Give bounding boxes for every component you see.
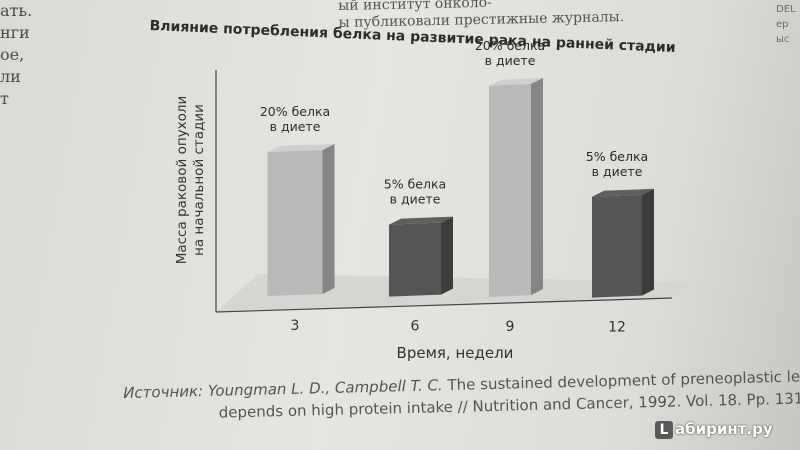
right-edge-text: DEL	[776, 4, 796, 15]
bar-side-9	[531, 77, 543, 296]
x-tick-label: 12	[608, 320, 626, 336]
x-tick-label: 6	[411, 319, 420, 335]
chart-floor-plane	[216, 274, 695, 312]
margin-fragment: нги	[0, 23, 30, 42]
bar-side-6	[441, 216, 453, 295]
bar-front-12	[592, 194, 642, 298]
margin-fragment: ое,	[0, 45, 25, 64]
margin-fragment: ли	[0, 67, 21, 86]
x-tick-label: 9	[506, 319, 515, 335]
bar-label-12: 5% белка	[586, 149, 648, 164]
x-tick-label: 3	[291, 318, 300, 334]
bar-label-9: в диете	[485, 53, 536, 68]
bar-top-9	[489, 77, 543, 86]
x-axis-line	[215, 297, 673, 313]
watermark-text: абиринт.ру	[675, 420, 773, 438]
bar-top-12	[592, 188, 654, 197]
y-axis-label: Масса раковой опухоли	[174, 96, 190, 265]
bar-front-3	[267, 150, 323, 296]
bar-label-9: 20% белка	[475, 38, 545, 53]
right-edge-fragment: DEL ер ыс	[776, 0, 800, 120]
bar-label-12: в диете	[592, 164, 643, 179]
bar-label-6: в диете	[390, 192, 441, 207]
margin-fragment: т	[0, 89, 9, 108]
bar-label-3: 20% белка	[260, 104, 330, 119]
bar-front-6	[389, 222, 441, 297]
y-axis-label: на начальной стадии	[191, 104, 207, 256]
watermark-logo-icon: L	[655, 421, 673, 439]
bar-label-6: 5% белка	[384, 177, 446, 192]
x-axis-label: Время, недели	[397, 344, 514, 362]
bar-label-3: в диете	[270, 119, 321, 134]
right-edge-text: ыс	[776, 34, 790, 45]
bar-side-12	[642, 188, 654, 296]
bar-front-9	[489, 83, 531, 298]
source-label: Источник:	[123, 382, 204, 402]
right-edge-text: ер	[776, 19, 789, 30]
bar-top-6	[389, 216, 453, 225]
bar-top-3	[267, 144, 335, 152]
bar-side-3	[322, 144, 335, 294]
